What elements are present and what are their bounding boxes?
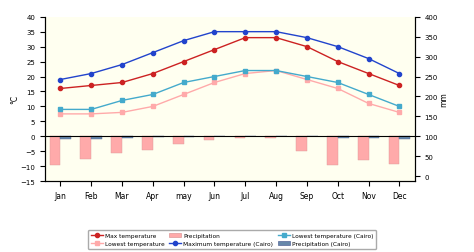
Bar — [389, 137, 399, 164]
Y-axis label: °C: °C — [10, 95, 19, 104]
Bar — [153, 137, 164, 138]
Bar — [142, 137, 153, 150]
Bar — [61, 137, 71, 139]
Bar — [337, 137, 348, 138]
Bar — [265, 137, 276, 139]
Bar — [296, 137, 307, 151]
Legend: Max temperature, Lowest temperature, Precipitation, Maximum temperature (Cairo),: Max temperature, Lowest temperature, Pre… — [88, 230, 376, 249]
Bar — [204, 137, 214, 140]
Bar — [358, 137, 368, 160]
Bar — [327, 137, 337, 165]
Bar — [50, 137, 61, 165]
Bar — [91, 137, 102, 139]
Bar — [122, 137, 133, 139]
Bar — [399, 137, 410, 139]
Bar — [173, 137, 184, 145]
Bar — [235, 137, 246, 138]
Bar — [111, 137, 122, 154]
Bar — [81, 137, 91, 160]
Bar — [369, 137, 379, 139]
Y-axis label: mm: mm — [439, 92, 448, 107]
